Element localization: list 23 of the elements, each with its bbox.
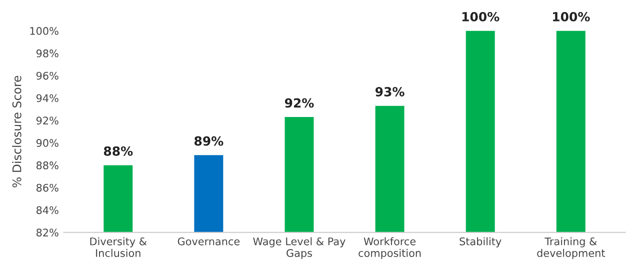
y-axis-title: % Disclosure Score <box>12 76 22 188</box>
y-tick-label: 98% <box>36 49 58 58</box>
y-tick-label: 82% <box>36 228 58 237</box>
y-tick-label: 86% <box>36 184 58 192</box>
y-tick-label: 84% <box>36 206 58 214</box>
x-tick-label: Workforce composition <box>358 237 421 260</box>
data-label: 93% <box>375 87 404 96</box>
data-label: 89% <box>194 136 224 146</box>
y-tick-label: 92% <box>36 116 58 125</box>
x-tick-label: Training & development <box>537 237 606 260</box>
data-label: 100% <box>462 12 500 22</box>
data-label: 92% <box>284 98 314 108</box>
x-tick-label: Stability <box>460 237 502 248</box>
y-tick-label: 90% <box>36 139 58 147</box>
y-tick-label: 88% <box>36 161 58 170</box>
data-label: 88% <box>104 146 133 156</box>
y-tick-label: 100% <box>30 27 58 35</box>
data-label: 100% <box>553 12 590 22</box>
y-tick-label: 94% <box>36 94 58 102</box>
y-tick-label: 96% <box>36 72 58 80</box>
x-tick-label: Diversity & Inclusion <box>90 237 147 257</box>
x-tick-label: Governance <box>178 237 240 246</box>
x-tick-label: Wage Level & Pay Gaps <box>253 237 346 260</box>
